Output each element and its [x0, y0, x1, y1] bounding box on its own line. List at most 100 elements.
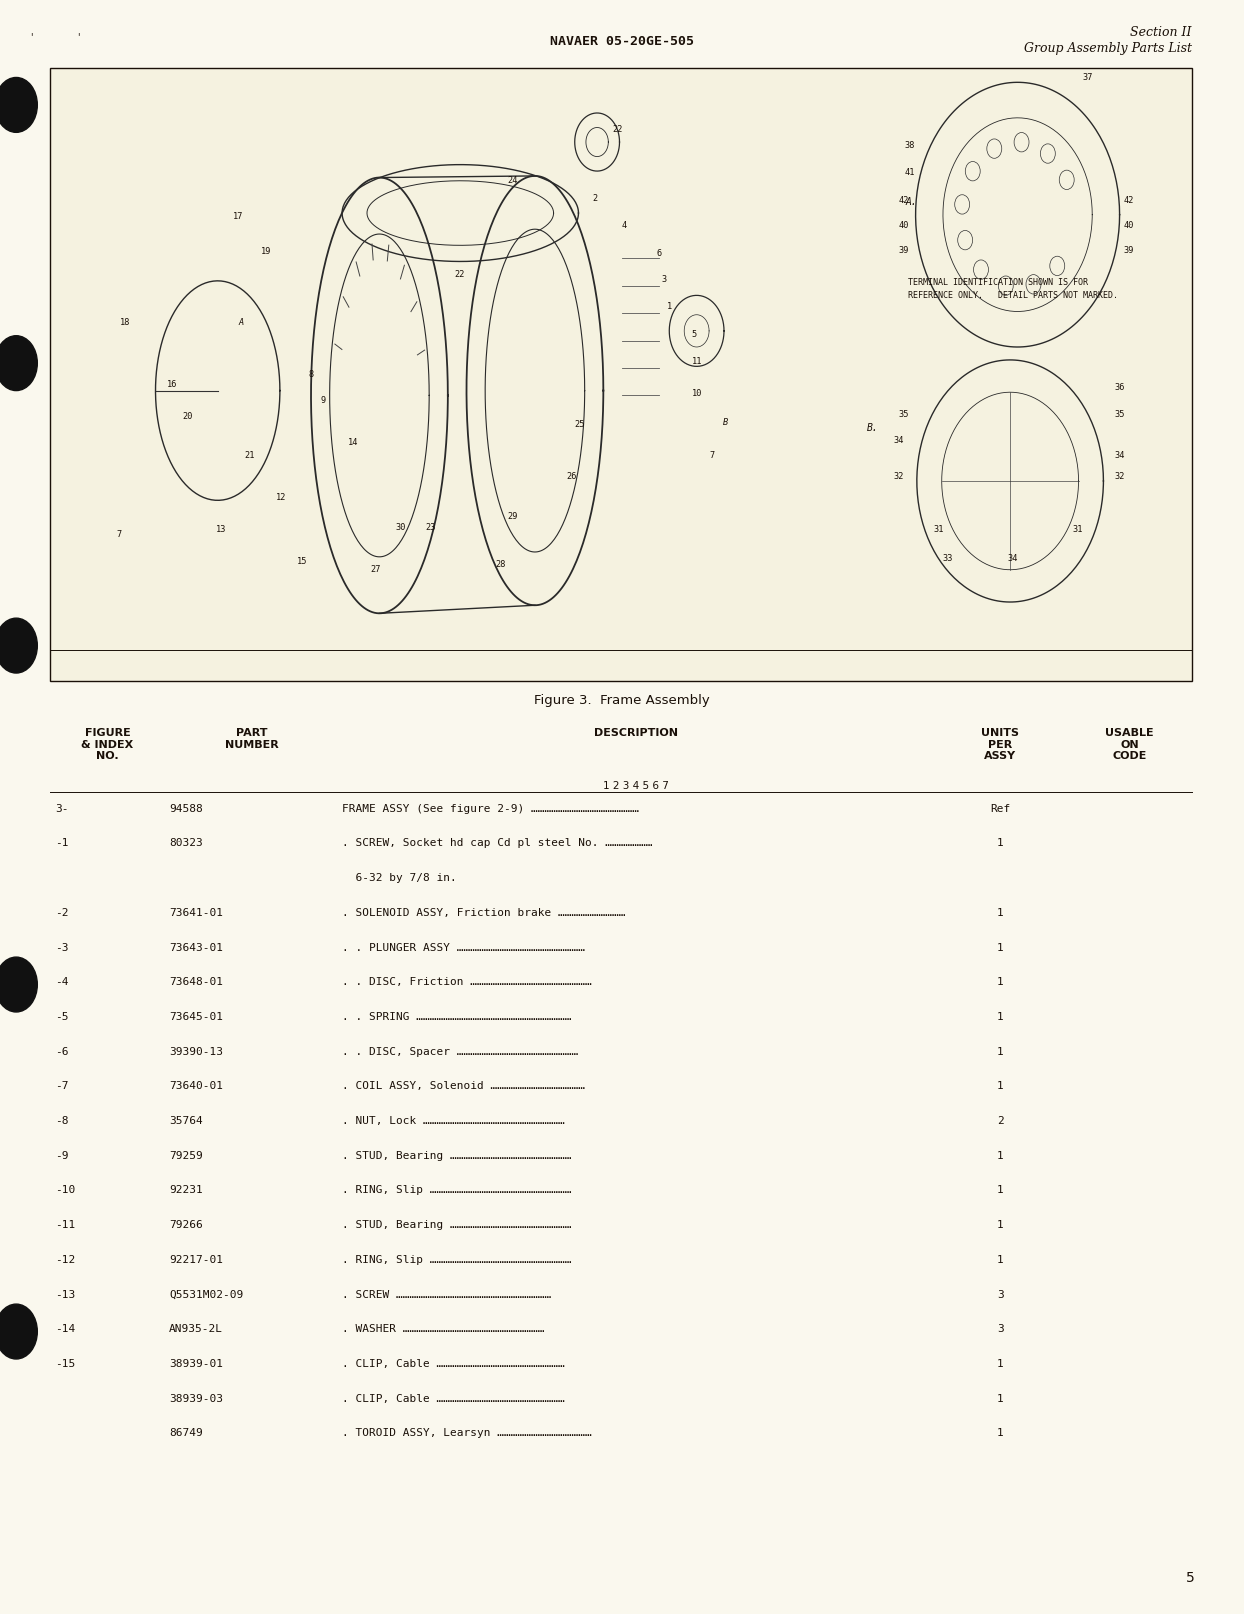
Text: 14: 14 [348, 437, 358, 447]
Text: 41: 41 [904, 168, 914, 178]
Text: 35764: 35764 [169, 1117, 203, 1127]
Text: 80323: 80323 [169, 839, 203, 849]
Text: . CLIP, Cable …………………………………………………: . CLIP, Cable ………………………………………………… [342, 1393, 565, 1404]
Circle shape [0, 336, 37, 391]
Text: 1: 1 [996, 1256, 1004, 1265]
Text: . SOLENOID ASSY, Friction brake …………………………: . SOLENOID ASSY, Friction brake ……………………… [342, 907, 626, 918]
Text: . SCREW ……………………………………………………………: . SCREW …………………………………………………………… [342, 1290, 551, 1299]
Text: 79259: 79259 [169, 1151, 203, 1160]
Text: 73648-01: 73648-01 [169, 976, 223, 988]
Text: Figure 3.  Frame Assembly: Figure 3. Frame Assembly [534, 694, 710, 707]
Text: 39: 39 [1123, 245, 1133, 255]
Text: 42: 42 [898, 195, 908, 205]
Text: 36: 36 [1115, 383, 1125, 392]
Text: 4: 4 [622, 221, 627, 231]
Text: 92231: 92231 [169, 1185, 203, 1196]
Text: 18: 18 [121, 318, 131, 328]
Text: -10: -10 [55, 1185, 75, 1196]
Text: . . DISC, Spacer ………………………………………………: . . DISC, Spacer ……………………………………………… [342, 1046, 578, 1057]
Text: USABLE
ON
CODE: USABLE ON CODE [1105, 728, 1154, 762]
Text: 32: 32 [1115, 471, 1125, 481]
Text: A: A [239, 318, 244, 328]
Text: 25: 25 [575, 420, 585, 429]
Text: 73640-01: 73640-01 [169, 1081, 223, 1091]
Text: 1: 1 [996, 1046, 1004, 1057]
Text: B.: B. [867, 423, 878, 433]
Text: 79266: 79266 [169, 1220, 203, 1230]
Text: -5: -5 [55, 1012, 68, 1022]
Text: -12: -12 [55, 1256, 75, 1265]
Text: 1: 1 [996, 907, 1004, 918]
Text: 31: 31 [1072, 525, 1082, 534]
Bar [50, 68, 1192, 681]
Text: -2: -2 [55, 907, 68, 918]
Text: 16: 16 [168, 379, 178, 389]
Circle shape [0, 77, 37, 132]
Text: 1: 1 [996, 1393, 1004, 1404]
Text: 2: 2 [592, 194, 597, 203]
Text: 73643-01: 73643-01 [169, 943, 223, 952]
Text: . CLIP, Cable …………………………………………………: . CLIP, Cable ………………………………………………… [342, 1359, 565, 1369]
Text: 20: 20 [183, 412, 193, 421]
Text: UNITS
PER
ASSY: UNITS PER ASSY [982, 728, 1019, 762]
Text: Q5531M02-09: Q5531M02-09 [169, 1290, 244, 1299]
Text: 22: 22 [454, 270, 464, 279]
Text: 35: 35 [1115, 410, 1125, 420]
Text: -14: -14 [55, 1323, 75, 1335]
Text: 40: 40 [1123, 221, 1133, 231]
Text: 42: 42 [1123, 195, 1133, 205]
Text: 27: 27 [371, 565, 381, 575]
Text: 3: 3 [996, 1323, 1004, 1335]
Text: Section II: Section II [1131, 26, 1192, 39]
Text: 39: 39 [898, 245, 908, 255]
Text: 28: 28 [495, 560, 505, 570]
Text: -9: -9 [55, 1151, 68, 1160]
Text: 5: 5 [692, 329, 697, 339]
Text: 32: 32 [893, 471, 903, 481]
Text: . . PLUNGER ASSY …………………………………………………: . . PLUNGER ASSY ………………………………………………… [342, 943, 585, 952]
Text: FIGURE
& INDEX
NO.: FIGURE & INDEX NO. [81, 728, 134, 762]
Text: 13: 13 [216, 525, 226, 534]
Text: 1: 1 [667, 302, 672, 312]
Text: 31: 31 [933, 525, 943, 534]
Text: . WASHER ………………………………………………………: . WASHER ……………………………………………………… [342, 1323, 545, 1335]
Text: 10: 10 [692, 389, 702, 399]
Text: 2: 2 [996, 1117, 1004, 1127]
Text: 1: 1 [996, 1081, 1004, 1091]
Text: 1: 1 [996, 1359, 1004, 1369]
Text: 8: 8 [309, 370, 313, 379]
Text: 1: 1 [996, 1012, 1004, 1022]
Circle shape [0, 618, 37, 673]
Text: FRAME ASSY (See figure 2-9) …………………………………………: FRAME ASSY (See figure 2-9) ………………………………… [342, 804, 639, 813]
Text: -6: -6 [55, 1046, 68, 1057]
Text: 21: 21 [245, 450, 255, 460]
Text: 26: 26 [566, 471, 576, 481]
Text: -3: -3 [55, 943, 68, 952]
Text: 7: 7 [709, 450, 714, 460]
Text: 17: 17 [234, 211, 244, 221]
Text: 6: 6 [657, 249, 662, 258]
Text: 3: 3 [996, 1290, 1004, 1299]
Text: 12: 12 [276, 492, 286, 502]
Text: NAVAER 05-20GE-505: NAVAER 05-20GE-505 [550, 36, 694, 48]
Text: 38939-01: 38939-01 [169, 1359, 223, 1369]
Text: -15: -15 [55, 1359, 75, 1369]
Text: 94588: 94588 [169, 804, 203, 813]
Text: 15: 15 [297, 557, 307, 567]
Text: . COIL ASSY, Solenoid ……………………………………: . COIL ASSY, Solenoid …………………………………… [342, 1081, 585, 1091]
Text: 23: 23 [425, 523, 435, 533]
Text: 11: 11 [692, 357, 702, 366]
Circle shape [0, 1304, 37, 1359]
Text: 35: 35 [898, 410, 908, 420]
Text: . RING, Slip ………………………………………………………: . RING, Slip ……………………………………………………… [342, 1256, 571, 1265]
Text: 6-32 by 7/8 in.: 6-32 by 7/8 in. [342, 873, 457, 883]
Text: 1: 1 [996, 1220, 1004, 1230]
Text: 1: 1 [996, 976, 1004, 988]
Text: . TOROID ASSY, Learsyn ……………………………………: . TOROID ASSY, Learsyn …………………………………… [342, 1428, 592, 1438]
Text: 19: 19 [261, 247, 271, 257]
Text: 86749: 86749 [169, 1428, 203, 1438]
Text: -13: -13 [55, 1290, 75, 1299]
Text: 1: 1 [996, 1185, 1004, 1196]
Text: 73645-01: 73645-01 [169, 1012, 223, 1022]
Text: -7: -7 [55, 1081, 68, 1091]
